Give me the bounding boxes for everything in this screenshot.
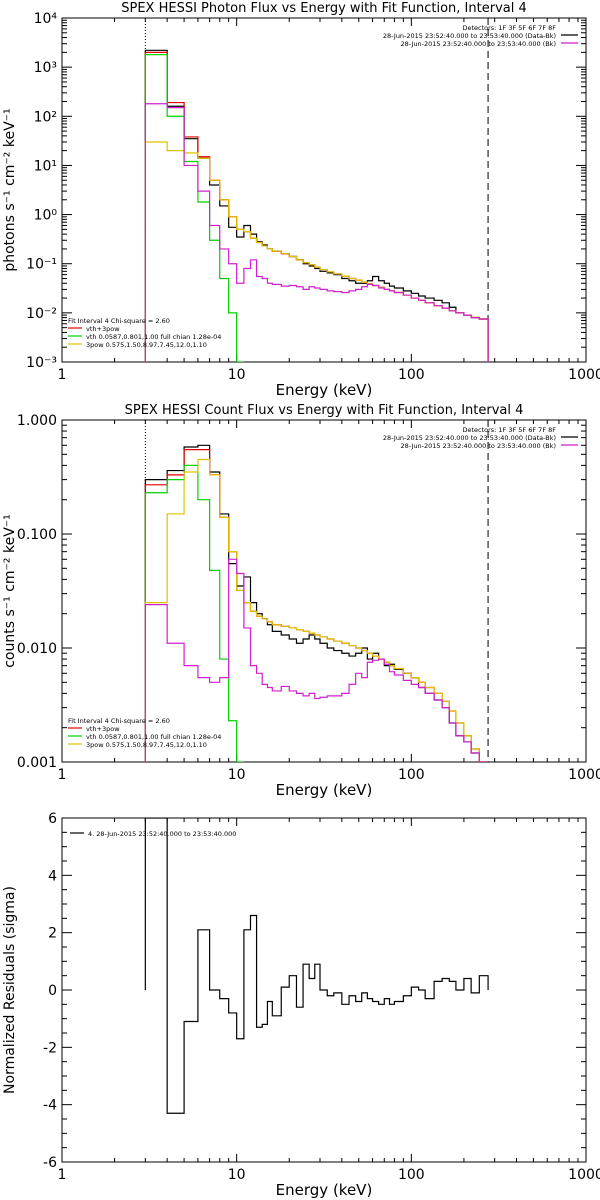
legend-entry-bottom-left: vth 0.0587,0.801,1.00 full chian 1.28e-0… — [86, 733, 221, 741]
legend-entry-bottom-left: vth+3pow — [86, 725, 120, 733]
series-line-vth-3pow — [144, 448, 489, 762]
y-tick-label: 0.010 — [17, 641, 57, 657]
series-line-data-bk — [144, 49, 489, 362]
y-axis-label: counts s⁻¹ cm⁻² keV⁻¹ — [2, 514, 18, 668]
legend-entry-top-right: 28-Jun-2015 23:52:40.000 to 23:53:40.000… — [383, 434, 556, 442]
y-tick-label: 10⁻³ — [26, 355, 57, 371]
y-tick-label: 10⁰ — [34, 208, 58, 224]
series-line-bk — [144, 103, 489, 362]
x-tick-label: 10 — [228, 1167, 246, 1183]
legend-entry: 4. 28-Jun-2015 23:52:40.000 to 23:53:40.… — [88, 830, 236, 838]
legend-entry-bottom-left: Fit Interval 4 Chi-square = 2.60 — [68, 717, 170, 725]
legend-entry-top-right: Detectors: 1F 3F 5F 6F 7F 8F — [462, 426, 556, 434]
y-tick-label: 0.001 — [17, 755, 57, 771]
y-tick-label: 2 — [48, 926, 57, 942]
series-line-data-bk — [144, 444, 489, 762]
series-line-bk — [144, 558, 489, 762]
series-line-vth-3pow — [144, 51, 489, 362]
x-axis-label: Energy (keV) — [276, 781, 373, 799]
legend-entry-bottom-left: vth+3pow — [86, 325, 120, 333]
x-tick-label: 1 — [58, 767, 67, 783]
y-tick-label: 10³ — [34, 60, 57, 76]
x-tick-label: 1000 — [568, 1167, 600, 1183]
series-line-vth — [144, 464, 244, 762]
y-tick-label: 10² — [34, 109, 57, 125]
x-tick-label: 10 — [228, 367, 246, 383]
series-line-3pow — [144, 458, 489, 762]
chart-panel-1: 1 10 100 1000 0.001 0.010 0.100 1.000 SPEX HESSI… — [2, 403, 600, 799]
x-tick-label: 100 — [398, 367, 425, 383]
chart-panel-2: 1 10 100 1000 -6 -4 -2 0 2 4 6 Energy (keV) Normaliz… — [2, 811, 600, 1199]
legend-entry-bottom-left: 3pow 0.575,1.50,8.97,7.45,12.0,1.10 — [86, 741, 207, 749]
chart-title: SPEX HESSI Count Flux vs Energy with Fit… — [125, 403, 524, 418]
y-tick-label: 10⁻² — [26, 306, 57, 322]
legend-entry-top-right: 28-Jun-2015 23:52:40.000 to 23:53:40.000… — [401, 442, 556, 450]
x-tick-label: 1000 — [568, 767, 600, 783]
y-tick-label: -6 — [43, 1155, 57, 1171]
x-tick-label: 100 — [398, 1167, 425, 1183]
y-tick-label: -2 — [43, 1040, 57, 1056]
y-tick-label: 6 — [48, 811, 57, 827]
series-line-4-28-jun-2015-23-52-40-000-to-23-53-40-000 — [144, 818, 489, 1114]
x-tick-label: 1 — [58, 1167, 67, 1183]
legend-entry-bottom-left: 3pow 0.575,1.50,8.97,7.45,12.0,1.10 — [86, 341, 207, 349]
x-tick-label: 100 — [398, 767, 425, 783]
x-tick-label: 1000 — [568, 367, 600, 383]
y-tick-label: 10⁻¹ — [26, 257, 57, 273]
x-tick-label: 1 — [58, 367, 67, 383]
legend-entry-bottom-left: Fit Interval 4 Chi-square = 2.60 — [68, 317, 170, 325]
y-axis-label: Normalized Residuals (sigma) — [2, 886, 18, 1094]
y-tick-label: 1.000 — [17, 413, 57, 429]
y-tick-label: 0 — [48, 983, 57, 999]
y-tick-label: -4 — [43, 1098, 57, 1114]
legend-entry-bottom-left: vth 0.0587,0.801,1.00 full chian 1.28e-0… — [86, 333, 221, 341]
plot-frame — [61, 419, 587, 763]
legend-entry-top-right: 28-Jun-2015 23:52:40.000 to 23:53:40.000… — [383, 32, 556, 40]
y-tick-label: 4 — [48, 868, 57, 884]
series-line-3pow — [144, 141, 489, 362]
legend-entry-top-right: Detectors: 1F 3F 5F 6F 7F 8F — [462, 24, 556, 32]
legend-entry-top-right: 28-Jun-2015 23:52:40.000 to 23:53:40.000… — [401, 40, 556, 48]
y-axis-label: photons s⁻¹ cm⁻² keV⁻¹ — [2, 108, 18, 271]
chart-title: SPEX HESSI Photon Flux vs Energy with Fi… — [121, 1, 527, 16]
y-tick-label: 10⁴ — [34, 11, 58, 27]
x-tick-label: 10 — [228, 767, 246, 783]
chart-panel-0: 1 10 100 1000 10⁻³ 10⁻² 10⁻¹ 10⁰ 10¹ 10² 10³ 10⁴ SPE… — [2, 1, 600, 399]
y-tick-label: 0.100 — [17, 527, 57, 543]
y-tick-label: 10¹ — [34, 158, 57, 174]
plot-frame — [61, 17, 587, 363]
x-axis-label: Energy (keV) — [276, 1181, 373, 1199]
x-axis-label: Energy (keV) — [276, 381, 373, 399]
